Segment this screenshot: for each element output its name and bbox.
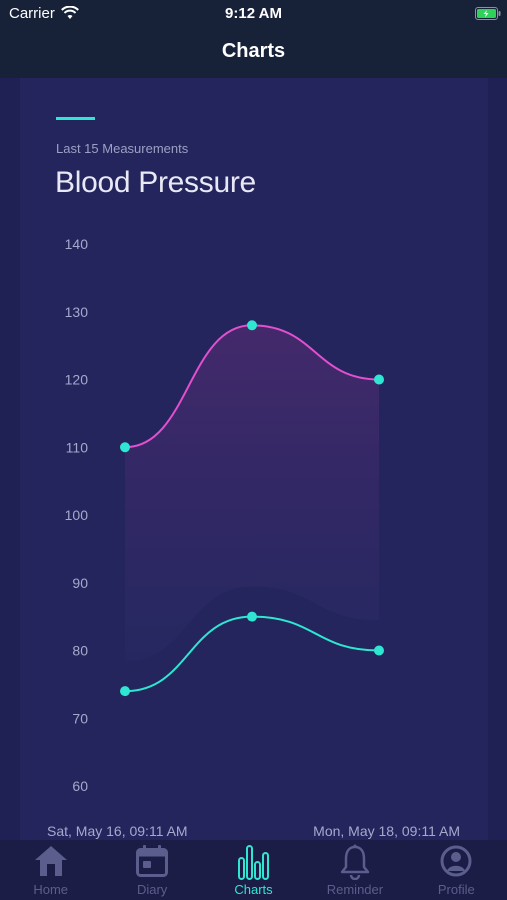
tab-charts[interactable]: Charts (203, 840, 304, 900)
y-tick-label: 100 (65, 507, 89, 523)
data-point[interactable] (120, 686, 130, 696)
tab-home-label: Home (0, 882, 101, 897)
y-tick-label: 130 (65, 304, 89, 320)
y-tick-label: 140 (65, 236, 89, 252)
tab-reminder[interactable]: Reminder (304, 840, 405, 900)
y-tick-label: 90 (72, 575, 88, 591)
x-tick-label: Sat, May 16, 09:11 AM (47, 823, 188, 839)
tab-bar: Home Diary Charts Reminder (0, 840, 507, 900)
y-tick-label: 110 (66, 439, 89, 455)
tab-diary-label: Diary (101, 882, 202, 897)
bell-icon (338, 844, 372, 880)
data-point[interactable] (247, 612, 257, 622)
data-point[interactable] (374, 375, 384, 385)
tab-charts-label: Charts (203, 882, 304, 897)
range-fill-area (125, 325, 379, 661)
blood-pressure-chart: 140 130 120 110 100 90 80 70 60 Sat, May 16, 09:… (0, 0, 507, 840)
bar-chart-icon (237, 844, 271, 880)
y-tick-label: 80 (72, 643, 88, 659)
home-icon (33, 844, 69, 878)
y-tick-label: 70 (72, 710, 88, 726)
data-point[interactable] (374, 646, 384, 656)
calendar-icon (135, 844, 169, 878)
tab-home[interactable]: Home (0, 840, 101, 900)
tab-diary[interactable]: Diary (101, 840, 202, 900)
data-point[interactable] (120, 442, 130, 452)
data-point[interactable] (247, 320, 257, 330)
person-icon (439, 844, 473, 878)
tab-profile[interactable]: Profile (406, 840, 507, 900)
tab-profile-label: Profile (406, 882, 507, 897)
y-tick-label: 120 (65, 372, 89, 388)
y-tick-label: 60 (72, 778, 88, 794)
tab-reminder-label: Reminder (304, 882, 405, 897)
x-tick-label: Mon, May 18, 09:11 AM (313, 823, 460, 839)
